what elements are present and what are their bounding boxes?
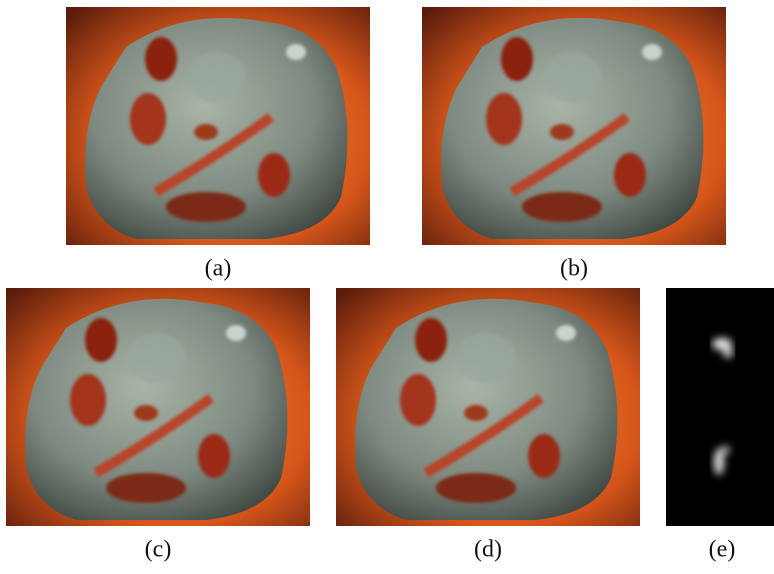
panel-label: (b): [560, 256, 588, 282]
image-a: [66, 7, 370, 245]
image-b: [422, 7, 726, 245]
panel-label: (a): [205, 256, 232, 282]
image-d: [336, 288, 640, 526]
image-e: [666, 288, 774, 526]
panel-label: (e): [709, 537, 736, 563]
image-c: [6, 288, 310, 526]
panel-label: (c): [145, 537, 172, 563]
panel-label: (d): [474, 537, 502, 563]
